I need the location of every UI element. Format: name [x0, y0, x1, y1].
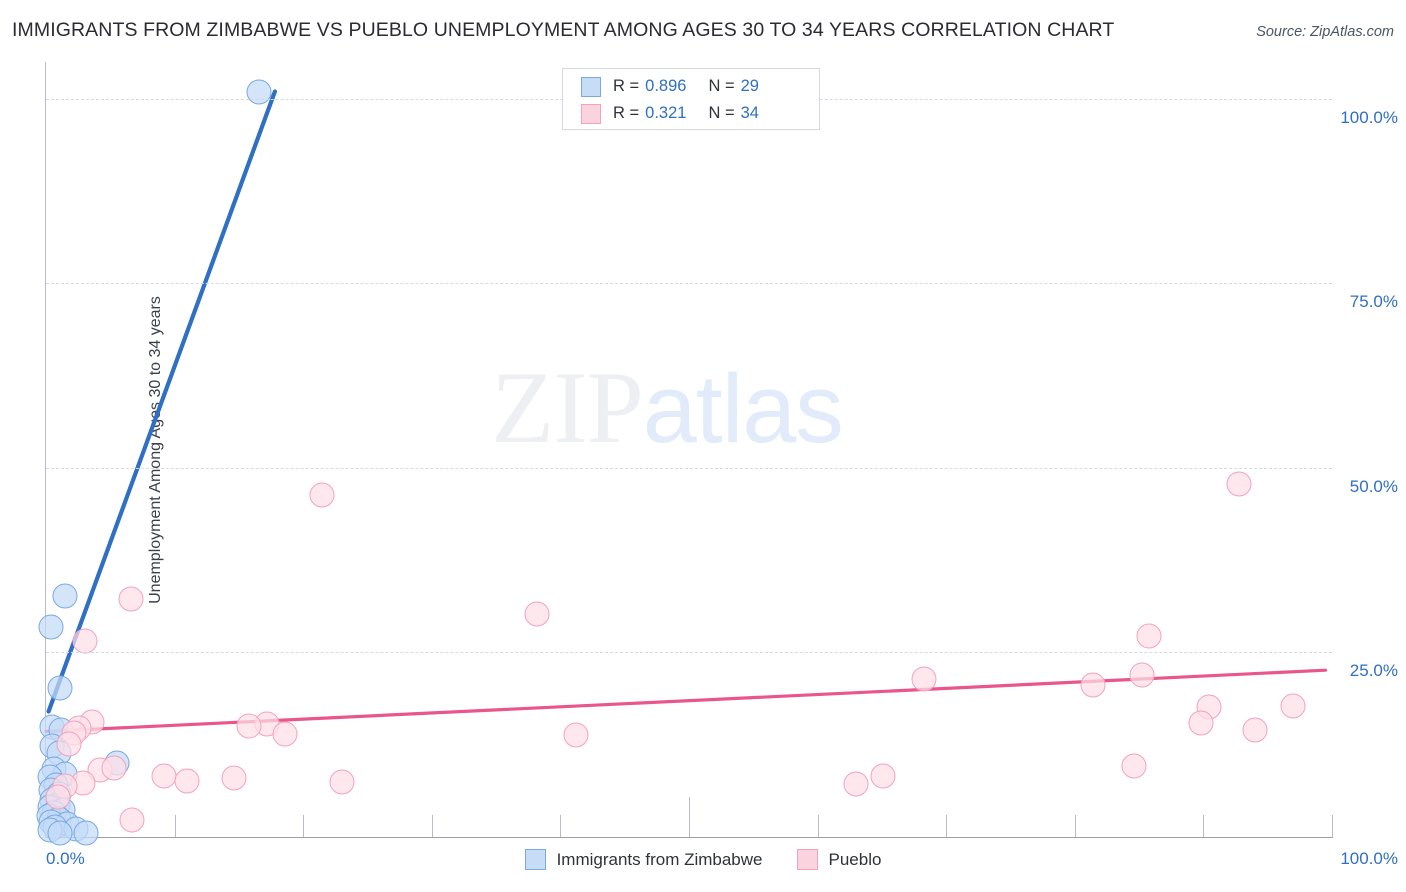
data-point	[45, 784, 71, 810]
data-point	[309, 482, 335, 508]
data-point	[101, 755, 127, 781]
data-point	[221, 765, 247, 791]
stats-n-value-pueblo: 34	[740, 104, 759, 122]
correlation-stats-box: R = 0.896 N = 29 R = 0.321 N = 34	[562, 68, 820, 130]
stats-r-label-pueblo: R =	[613, 104, 640, 122]
data-point	[174, 768, 200, 794]
x-tick	[946, 815, 948, 837]
source-label: Source: ZipAtlas.com	[1256, 24, 1394, 40]
stats-n-value-zimbabwe: 29	[740, 77, 759, 95]
data-point	[52, 583, 78, 609]
series-legend: Immigrants from Zimbabwe Pueblo	[0, 849, 1406, 870]
data-point	[236, 713, 262, 739]
data-point	[1226, 471, 1252, 497]
stats-n-label-pueblo: N =	[708, 104, 735, 122]
data-point	[1188, 710, 1214, 736]
data-point	[72, 628, 98, 654]
data-point	[524, 601, 550, 627]
x-tick	[817, 815, 819, 837]
data-point	[246, 79, 272, 105]
stats-swatch-zimbabwe	[581, 76, 601, 97]
x-axis-max-label: 100.0%	[1340, 849, 1398, 868]
data-point	[563, 722, 589, 748]
plot-area: ZIPatlas	[36, 62, 1333, 846]
x-tick	[560, 815, 562, 837]
data-point	[1242, 717, 1268, 743]
legend-swatch-zimbabwe	[524, 849, 546, 870]
data-point	[329, 769, 355, 795]
x-axis-min-label: 0.0%	[46, 849, 85, 868]
data-point	[38, 614, 64, 640]
page-title: IMMIGRANTS FROM ZIMBABWE VS PUEBLO UNEMP…	[12, 19, 1115, 41]
gridline-25	[46, 652, 1332, 654]
y-axis-label: 25.0%	[1349, 661, 1398, 681]
legend-item-zimbabwe[interactable]: Immigrants from Zimbabwe	[524, 849, 763, 870]
x-axis-line	[45, 837, 1333, 838]
y-axis-label: 50.0%	[1349, 476, 1398, 496]
x-tick	[689, 797, 690, 837]
stats-r-label-zimbabwe: R =	[613, 77, 640, 95]
legend-label-pueblo: Pueblo	[828, 849, 882, 869]
data-point	[911, 666, 937, 692]
data-point	[1280, 693, 1306, 719]
x-tick	[303, 815, 305, 837]
data-point	[47, 675, 73, 701]
data-point	[843, 771, 869, 797]
trend-line-immigrants-from-zimbabwe	[46, 89, 278, 714]
legend-item-pueblo[interactable]: Pueblo	[796, 849, 882, 870]
data-point	[151, 763, 177, 789]
x-tick	[1074, 815, 1076, 837]
y-axis-label: 75.0%	[1349, 292, 1398, 312]
data-point	[119, 807, 145, 833]
stats-r-value-zimbabwe: 0.896	[645, 77, 687, 95]
data-point	[272, 721, 298, 747]
data-point	[1136, 623, 1162, 649]
x-tick	[174, 815, 176, 837]
data-point	[870, 763, 896, 789]
data-point	[73, 820, 99, 846]
stats-swatch-pueblo	[581, 103, 601, 124]
legend-swatch-pueblo	[796, 849, 818, 870]
y-axis-line	[45, 62, 46, 838]
x-tick	[1332, 815, 1333, 837]
legend-label-zimbabwe: Immigrants from Zimbabwe	[556, 849, 763, 869]
data-point	[56, 731, 82, 757]
data-point	[1121, 753, 1147, 779]
data-point	[47, 820, 73, 846]
data-point	[118, 586, 144, 612]
gridline-50	[46, 467, 1332, 469]
x-tick	[431, 815, 433, 837]
stats-r-value-pueblo: 0.321	[645, 104, 687, 122]
y-axis-label: 100.0%	[1340, 107, 1398, 127]
stats-n-label-zimbabwe: N =	[708, 77, 735, 95]
data-point	[1129, 662, 1155, 688]
gridline-75	[46, 283, 1332, 285]
data-point	[1080, 672, 1106, 698]
x-tick	[1203, 815, 1205, 837]
stats-row-zimbabwe: R = 0.896 N = 29	[563, 73, 819, 100]
stats-row-pueblo: R = 0.321 N = 34	[563, 100, 819, 127]
y-axis-title-wrap: Unemployment Among Ages 30 to 34 years	[14, 62, 164, 837]
